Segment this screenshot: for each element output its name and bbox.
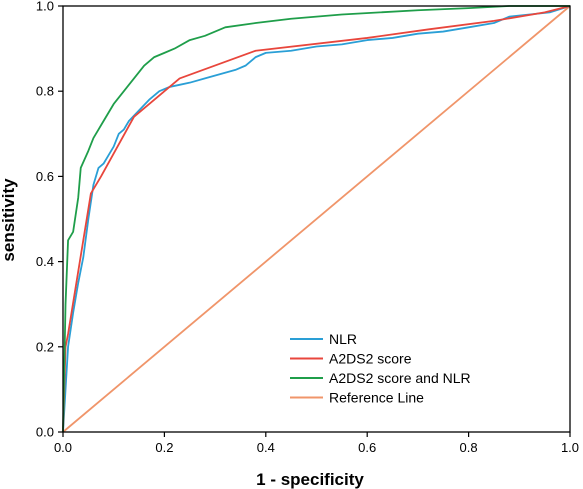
series-line-a2ds2-score-and-nlr [62, 5, 570, 433]
x-axis-ticks: 0.0 0.2 0.4 0.6 0.8 1.0 [54, 432, 579, 455]
plot-frame [62, 5, 571, 433]
y-axis-title: sensitivity [0, 178, 18, 262]
series-lines [62, 5, 571, 433]
y-tick-label: 0.8 [36, 84, 54, 99]
series-line-a2ds2-score [62, 5, 571, 433]
legend-label-nlr: NLR [329, 331, 357, 347]
series-line-nlr [62, 5, 571, 433]
y-tick-label: 1.0 [36, 0, 54, 14]
x-axis-title: 1 - specificity [256, 470, 364, 489]
legend-label-a2ds2-score: A2DS2 score [329, 351, 412, 367]
x-tick-label: 0.4 [257, 440, 275, 455]
x-tick-label: 1.0 [561, 440, 579, 455]
y-tick-label: 0.2 [36, 339, 54, 354]
series-line-reference-line [62, 5, 571, 433]
x-tick-label: 0.8 [460, 440, 478, 455]
y-tick-label: 0.6 [36, 169, 54, 184]
x-tick-label: 0.6 [358, 440, 376, 455]
x-tick-label: 0.0 [54, 440, 72, 455]
y-axis-ticks: 0.0 0.2 0.4 0.6 0.8 1.0 [36, 0, 63, 440]
x-tick-label: 0.2 [155, 440, 173, 455]
legend: NLR A2DS2 score A2DS2 score and NLR Referen… [290, 331, 471, 406]
y-tick-label: 0.0 [36, 425, 54, 440]
legend-label-reference-line: Reference Line [329, 390, 424, 406]
y-tick-label: 0.4 [36, 254, 54, 269]
legend-label-a2ds2-score-and-nlr: A2DS2 score and NLR [329, 370, 471, 386]
plot-border [62, 5, 571, 433]
